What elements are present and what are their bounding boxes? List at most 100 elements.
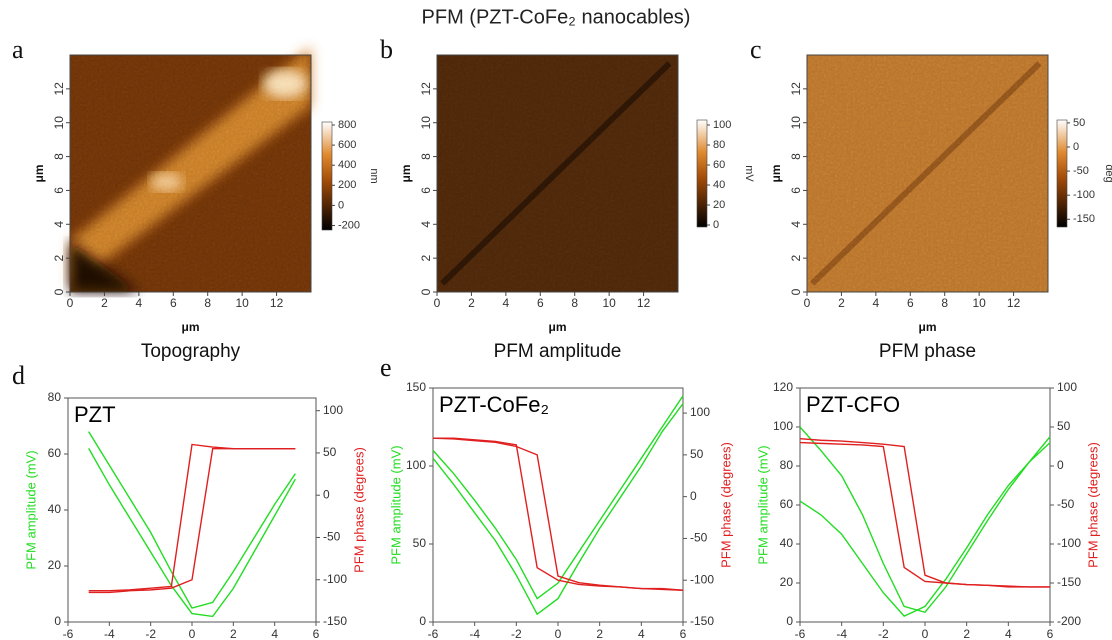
image-frame (436, 54, 679, 293)
x-tick-label: 4 (271, 627, 278, 640)
y-tick-label: 50 (413, 536, 427, 550)
x-axis-label: μm (181, 320, 199, 334)
x-tick-label: 2 (230, 627, 237, 640)
colorbar (696, 119, 708, 228)
panel-caption: Topography (141, 341, 241, 362)
y-tick-label: 60 (780, 497, 794, 511)
x-tick-label: 4 (873, 296, 880, 310)
x-tick-label: 0 (67, 296, 74, 310)
x-tick-label: 0 (922, 627, 929, 640)
x-axis-label: μm (918, 320, 936, 334)
data-line (799, 442, 1051, 618)
x-tick-label: -6 (428, 627, 439, 640)
y-tick-label: 0 (52, 288, 66, 295)
colorbar-tick-label: 80 (713, 139, 725, 151)
colorbar-tick-label: 100 (713, 119, 731, 131)
data-line (433, 437, 684, 591)
y-tick-label: 2 (52, 254, 66, 261)
y-tick-label: 2 (419, 254, 433, 261)
colorbar-label: nm (368, 168, 380, 183)
x-tick-label: 8 (941, 296, 948, 310)
y-tick-label: 150 (406, 380, 426, 394)
data-line (432, 437, 684, 591)
colorbar-tick-label: 0 (1073, 141, 1079, 153)
y-tick-label: 20 (780, 575, 794, 589)
data-line (432, 395, 684, 600)
x-tick-label: 0 (189, 627, 196, 640)
y-tick-label: 10 (789, 116, 803, 130)
y-axis-label: PFM amplitude (mV) (23, 450, 38, 569)
y2-tick-label: 50 (1057, 419, 1071, 433)
image-frame (69, 54, 312, 293)
y-tick-label: 40 (48, 502, 62, 516)
inset-label: PZT-CoFe₂ (439, 392, 549, 417)
colorbar-tick-label: 200 (338, 179, 356, 191)
y-tick-label: 4 (789, 221, 803, 228)
x-tick-label: 10 (235, 296, 249, 310)
x-tick-label: -2 (511, 627, 522, 640)
x-tick-label: 4 (136, 296, 143, 310)
y-axis-label: PFM amplitude (mV) (388, 445, 403, 564)
x-tick-label: 6 (537, 296, 544, 310)
x-tick-label: -2 (145, 627, 156, 640)
x-tick-label: 2 (963, 627, 970, 640)
colorbar-tick-label: -150 (1073, 213, 1095, 225)
x-tick-label: 2 (468, 296, 475, 310)
y2-tick-label: 0 (323, 487, 330, 501)
y2-tick-label: -150 (690, 614, 714, 628)
y-axis-label: μm (399, 164, 413, 182)
y-axis-label: μm (32, 164, 46, 182)
x-tick-label: 0 (434, 296, 441, 310)
inset-label: PZT (74, 402, 116, 427)
y-tick-label: 12 (789, 82, 803, 96)
panel-caption: PFM amplitude (494, 341, 622, 362)
y-tick-label: 120 (773, 380, 793, 394)
y2-tick-label: -50 (690, 531, 708, 545)
y-tick-label: 100 (773, 419, 793, 433)
x-tick-label: -6 (795, 627, 806, 640)
data-line (799, 441, 1050, 588)
x-tick-label: 8 (204, 296, 211, 310)
y2-tick-label: 50 (323, 445, 337, 459)
panel-caption: PFM phase (879, 341, 976, 362)
panel-letter: d (12, 361, 25, 390)
x-tick-label: 6 (680, 627, 687, 640)
x-tick-label: 4 (503, 296, 510, 310)
x-tick-label: 4 (638, 627, 645, 640)
y2-tick-label: -50 (323, 530, 341, 544)
y2-tick-label: 100 (323, 403, 343, 417)
x-tick-label: 4 (1005, 627, 1012, 640)
data-line (88, 431, 296, 609)
y-tick-label: 8 (789, 153, 803, 160)
colorbar-tick-label: 20 (713, 199, 725, 211)
y2-axis-label: PFM phase (degrees) (718, 442, 733, 568)
y-axis-label: μm (769, 164, 783, 182)
y2-tick-label: -100 (1057, 536, 1081, 550)
x-tick-label: 0 (804, 296, 811, 310)
colorbar-label: deg (1103, 164, 1112, 182)
y2-axis-label: PFM phase (degrees) (351, 447, 366, 573)
y-tick-label: 12 (419, 82, 433, 96)
colorbar-tick-label: -100 (1073, 189, 1095, 201)
x-tick-label: 2 (596, 627, 603, 640)
x-tick-label: 6 (1047, 627, 1054, 640)
x-tick-label: 10 (972, 296, 986, 310)
y2-axis-label: PFM phase (degrees) (1085, 442, 1100, 568)
x-tick-label: -2 (878, 627, 889, 640)
y-tick-label: 10 (52, 116, 66, 130)
y-tick-label: 0 (54, 614, 61, 628)
x-tick-label: 2 (838, 296, 845, 310)
x-tick-label: -6 (63, 627, 74, 640)
y2-tick-label: -200 (1057, 614, 1081, 628)
y-tick-label: 12 (52, 82, 66, 96)
y2-tick-label: -100 (323, 572, 347, 586)
x-tick-label: 12 (270, 296, 284, 310)
panel-letter: c (750, 35, 762, 64)
y-tick-label: 2 (789, 254, 803, 261)
colorbar (321, 121, 333, 231)
y2-tick-label: -100 (690, 572, 714, 586)
inset-label: PZT-CFO (806, 392, 900, 417)
plot-frame (67, 397, 317, 623)
x-tick-label: 6 (313, 627, 320, 640)
